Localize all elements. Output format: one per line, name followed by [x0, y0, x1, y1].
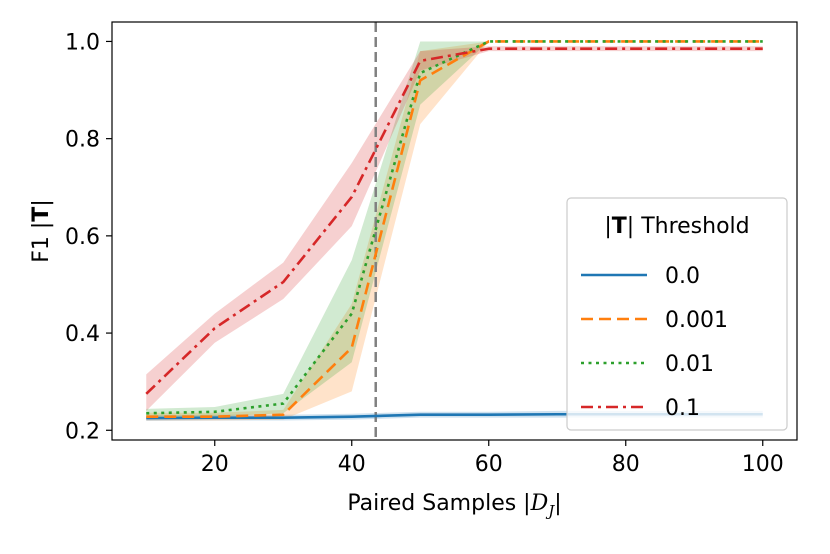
legend-title-bold: T: [612, 214, 627, 239]
legend-label-0.01: 0.01: [665, 352, 714, 377]
legend-label-0.001: 0.001: [665, 308, 728, 333]
x-tick-label: 100: [742, 452, 784, 477]
series-line-0.001: [146, 40, 763, 418]
y-tick-label: 0.6: [65, 225, 100, 250]
y-tick-label: 0.8: [65, 128, 100, 153]
y-tick-label: 0.4: [65, 322, 100, 347]
y-tick-label: 0.2: [65, 419, 100, 444]
legend-title-prefix: |: [604, 214, 611, 239]
legend-label-0.1: 0.1: [665, 396, 700, 421]
x-axis-ticks: 20 40 60 80 100: [201, 440, 784, 477]
y-tick-label: 1.0: [65, 30, 100, 55]
legend-entries: 0.0 0.001 0.01 0.1: [581, 264, 728, 421]
x-tick-label: 40: [338, 452, 366, 477]
legend-title: |T| Threshold: [604, 214, 749, 239]
y-axis-label-prefix: F1 |: [29, 222, 54, 263]
x-tick-label: 20: [201, 452, 229, 477]
x-axis-label: Paired Samples |DJ|: [347, 491, 561, 520]
x-axis-label-prefix: Paired Samples |: [347, 491, 530, 516]
legend-title-suffix: | Threshold: [627, 214, 750, 239]
legend: |T| Threshold 0.0 0.001 0.01 0.1: [566, 197, 788, 431]
series-line-0.1: [145, 47, 763, 395]
y-axis-label: F1 |T|: [29, 199, 54, 263]
x-axis-label-symbol: D: [530, 491, 549, 516]
legend-label-0.0: 0.0: [665, 264, 700, 289]
x-axis-label-suffix: |: [554, 491, 561, 516]
x-tick-label: 80: [612, 452, 640, 477]
plot-frame: [111, 21, 798, 441]
legend-box: [566, 197, 788, 431]
y-axis-ticks: 0.2 0.4 0.6 0.8 1.0: [65, 30, 112, 444]
x-tick-label: 60: [475, 452, 503, 477]
y-axis-label-suffix: |: [29, 199, 54, 206]
x-axis-label-subscript: J: [545, 502, 555, 520]
y-axis-label-bold: T: [29, 207, 54, 222]
